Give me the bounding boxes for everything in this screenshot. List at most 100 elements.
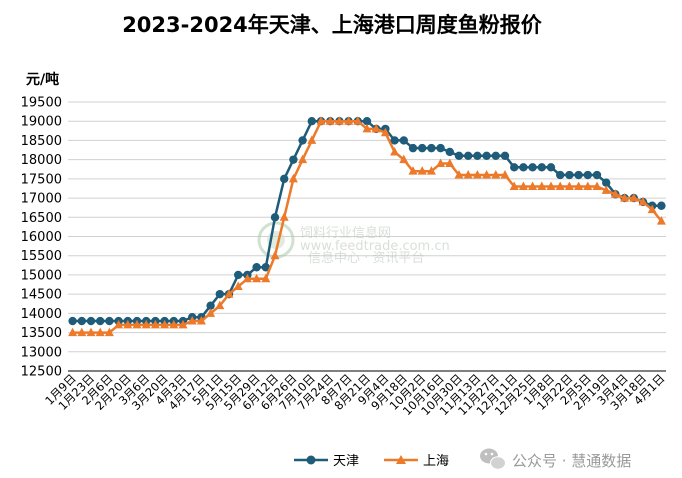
legend: 天津 上海: [294, 454, 449, 469]
data-point-tianjin: [390, 136, 399, 145]
data-point-shanghai: [325, 116, 335, 125]
data-point-shanghai: [528, 181, 538, 191]
data-point-shanghai: [150, 319, 160, 329]
legend-label-tianjin: 天津: [333, 454, 359, 469]
data-point-shanghai: [307, 135, 317, 144]
data-point-shanghai: [270, 250, 280, 260]
data-point-shanghai: [629, 193, 639, 202]
data-point-shanghai: [298, 154, 308, 164]
data-point-shanghai: [518, 181, 528, 191]
data-point-shanghai: [380, 127, 390, 137]
data-point-shanghai: [141, 319, 151, 329]
data-point-shanghai: [160, 319, 170, 329]
data-point-tianjin: [519, 163, 528, 172]
data-point-shanghai: [104, 327, 114, 337]
wechat-icon: [480, 448, 506, 470]
data-point-shanghai: [601, 185, 611, 194]
data-point-tianjin: [261, 263, 270, 272]
y-tick-label: 16500: [21, 211, 62, 226]
data-point-tianjin: [362, 117, 372, 126]
data-point-shanghai: [132, 319, 142, 329]
y-tick-label: 13500: [21, 326, 62, 341]
data-point-shanghai: [86, 327, 96, 337]
data-point-tianjin: [528, 163, 537, 172]
data-point-shanghai: [215, 300, 225, 310]
series-layer: [68, 116, 666, 337]
chart-title: 2023-2024年天津、上海港口周度鱼粉报价: [122, 13, 543, 37]
data-point-shanghai: [196, 316, 206, 325]
data-point-shanghai: [500, 170, 510, 179]
y-tick-label: 19000: [21, 115, 62, 130]
data-point-tianjin: [565, 170, 574, 180]
x-tick-labels: 1月9日1月23日2月6日2月20日3月6日3月20日4月3日4月17日5月1日…: [42, 371, 667, 418]
y-tick-label: 15000: [21, 268, 62, 283]
data-point-shanghai: [445, 158, 455, 167]
data-point-shanghai: [334, 116, 344, 125]
data-point-shanghai: [592, 181, 602, 191]
data-point-shanghai: [316, 116, 326, 125]
brand-text: 公众号 · 慧通数据: [512, 452, 631, 470]
legend-label-shanghai: 上海: [423, 454, 449, 469]
data-point-shanghai: [362, 123, 372, 133]
y-tick-label: 18500: [21, 134, 62, 149]
data-point-tianjin: [68, 316, 77, 326]
data-point-shanghai: [233, 281, 243, 290]
data-point-shanghai: [509, 181, 519, 191]
data-point-shanghai: [95, 327, 105, 337]
data-point-tianjin: [289, 155, 298, 164]
data-point-tianjin: [215, 289, 224, 299]
watermark-url: www.feedtrade.com.cn: [300, 239, 450, 254]
data-point-tianjin: [510, 163, 519, 172]
data-point-tianjin: [270, 213, 280, 222]
data-point-shanghai: [123, 319, 133, 329]
data-point-tianjin: [427, 143, 436, 153]
data-point-shanghai: [206, 308, 216, 317]
data-point-tianjin: [556, 170, 565, 180]
data-point-tianjin: [592, 170, 602, 180]
data-point-shanghai: [68, 327, 78, 337]
data-point-tianjin: [602, 178, 611, 187]
data-point-shanghai: [408, 166, 418, 175]
data-point-shanghai: [436, 158, 446, 167]
data-point-shanghai: [224, 289, 234, 298]
data-point-shanghai: [454, 170, 464, 179]
data-point-tianjin: [657, 201, 666, 210]
watermark-text: 饲料行业信息网: [300, 225, 391, 241]
y-axis-label: 元/吨: [26, 71, 59, 88]
data-point-tianjin: [399, 136, 408, 145]
y-tick-label: 17500: [21, 172, 62, 187]
y-tick-label: 16000: [21, 230, 62, 245]
data-point-tianjin: [96, 316, 105, 326]
data-point-tianjin: [500, 151, 510, 160]
data-point-shanghai: [417, 166, 427, 175]
data-point-shanghai: [537, 181, 547, 191]
y-tick-label: 14000: [21, 307, 62, 322]
data-point-tianjin: [77, 316, 87, 326]
data-point-shanghai: [288, 173, 298, 183]
data-point-shanghai: [583, 181, 593, 191]
data-point-tianjin: [583, 170, 592, 180]
data-point-shanghai: [472, 170, 482, 179]
data-point-shanghai: [344, 116, 354, 125]
data-point-tianjin: [307, 117, 316, 126]
data-point-shanghai: [463, 170, 473, 179]
data-point-tianjin: [482, 151, 491, 160]
y-tick-labels: 12500 13000 13500 14000 14500 15000 15500 16000…: [21, 96, 62, 380]
legend-marker-tianjin: [306, 455, 316, 465]
data-point-tianjin: [408, 143, 418, 153]
data-point-shanghai: [610, 189, 620, 198]
data-point-shanghai: [178, 319, 188, 329]
data-point-shanghai: [371, 123, 381, 133]
data-point-tianjin: [454, 151, 464, 160]
data-point-tianjin: [86, 316, 96, 326]
data-point-shanghai: [279, 212, 289, 221]
data-point-tianjin: [574, 170, 583, 180]
data-point-tianjin: [491, 151, 500, 160]
data-point-shanghai: [546, 181, 556, 191]
data-point-tianjin: [252, 263, 261, 272]
y-tick-label: 19500: [21, 96, 62, 111]
data-point-tianjin: [436, 143, 445, 153]
data-point-shanghai: [647, 204, 657, 214]
data-point-shanghai: [620, 193, 630, 202]
data-point-tianjin: [105, 316, 114, 326]
